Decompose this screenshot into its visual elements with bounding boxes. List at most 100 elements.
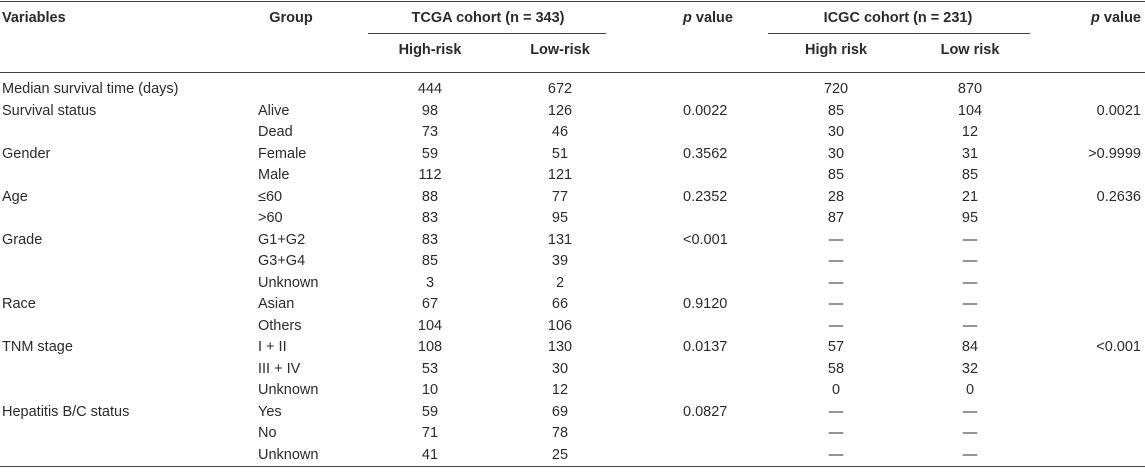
- p-rest: value: [1099, 10, 1141, 26]
- table-cell: G1+G2: [258, 231, 306, 248]
- table-cell: 83: [421, 210, 439, 226]
- table-cell: 3: [425, 274, 435, 291]
- header-rule: [0, 72, 1145, 73]
- table-cell: 720: [823, 81, 849, 97]
- table-cell: 10: [421, 382, 439, 398]
- table-cell: —: [962, 231, 978, 248]
- table-cell: 88: [421, 188, 439, 205]
- table-cell: 0: [965, 382, 975, 398]
- tcga-rule: [368, 33, 606, 34]
- table-cell: —: [828, 274, 844, 291]
- table-cell: —: [962, 296, 978, 312]
- table-cell: <0.001: [683, 231, 728, 248]
- table-cell: 2: [555, 274, 565, 291]
- table-cell: 46: [551, 124, 569, 140]
- header-cell: Low-risk: [530, 42, 590, 58]
- icgc-rule: [768, 33, 1030, 34]
- table-cell: III + IV: [258, 360, 301, 377]
- table-cell: Yes: [258, 403, 282, 420]
- p-italic: p: [1091, 10, 1100, 26]
- table-cell: 0.0022: [683, 102, 728, 119]
- table-cell: Median survival time (days): [2, 81, 179, 97]
- table-cell: 30: [551, 360, 569, 377]
- table-cell: 121: [547, 167, 573, 183]
- table-cell: —: [962, 446, 978, 463]
- table-cell: 0.0021: [1096, 102, 1141, 119]
- table-cell: 51: [551, 145, 569, 162]
- table-cell: 78: [551, 425, 569, 441]
- table-cell: 53: [421, 360, 439, 377]
- table-cell: 0.2352: [683, 188, 728, 205]
- table-cell: Race: [2, 296, 36, 312]
- table-cell: —: [962, 253, 978, 269]
- p-value-header: p value: [683, 9, 733, 27]
- table-cell: Asian: [258, 296, 295, 312]
- table-cell: 0.0827: [683, 403, 728, 420]
- table-cell: Grade: [2, 231, 43, 248]
- header-cell: High-risk: [398, 42, 462, 58]
- table-cell: 57: [827, 339, 845, 355]
- table-cell: Female: [258, 145, 307, 162]
- table-cell: 30: [827, 145, 845, 162]
- table-cell: Hepatitis B/C status: [2, 403, 130, 420]
- table-cell: >0.9999: [1088, 145, 1141, 162]
- table-cell: 870: [957, 81, 983, 97]
- table-cell: —: [828, 403, 844, 420]
- table-cell: 83: [421, 231, 439, 248]
- table-cell: 71: [421, 425, 439, 441]
- table-cell: Dead: [258, 124, 293, 140]
- table-cell: 31: [961, 145, 979, 162]
- table-cell: 77: [551, 188, 569, 205]
- table-cell: 0: [831, 382, 841, 398]
- table-cell: ≤60: [258, 188, 283, 205]
- header-cell: Low risk: [940, 42, 1000, 58]
- table-cell: —: [828, 317, 844, 334]
- table-cell: 104: [957, 102, 983, 119]
- table-cell: <0.001: [1096, 339, 1141, 355]
- table-cell: 66: [551, 296, 569, 312]
- table-cell: —: [828, 446, 844, 463]
- table-cell: Male: [258, 167, 290, 183]
- table-cell: 0.0137: [683, 339, 728, 355]
- table-cell: >60: [258, 210, 283, 226]
- table-cell: 131: [547, 231, 573, 248]
- p-rest: value: [691, 10, 733, 26]
- table-cell: TNM stage: [2, 339, 73, 355]
- header-cell: High risk: [804, 42, 868, 58]
- table-cell: 672: [547, 81, 573, 97]
- table-cell: 21: [961, 188, 979, 205]
- table-cell: 25: [551, 446, 569, 463]
- table-cell: Unknown: [258, 274, 319, 291]
- table-cell: —: [962, 425, 978, 441]
- table-cell: 126: [547, 102, 573, 119]
- table-cell: Age: [2, 188, 28, 205]
- table-cell: 0.2636: [1096, 188, 1141, 205]
- table-cell: 30: [827, 124, 845, 140]
- table-cell: Others: [258, 317, 302, 334]
- table-cell: 41: [421, 446, 439, 463]
- table-cell: 106: [547, 317, 573, 334]
- table-cell: —: [828, 296, 844, 312]
- table-cell: —: [828, 253, 844, 269]
- table-cell: 95: [961, 210, 979, 226]
- table-cell: 444: [417, 81, 443, 97]
- table-cell: 85: [961, 167, 979, 183]
- table-cell: G3+G4: [258, 253, 306, 269]
- table-cell: 84: [961, 339, 979, 355]
- top-rule: [0, 1, 1145, 2]
- table-cell: 85: [827, 102, 845, 119]
- table-cell: Survival status: [2, 102, 97, 119]
- table-cell: 112: [418, 167, 442, 183]
- header-cell: ICGC cohort (n = 231): [823, 10, 973, 26]
- table-cell: Unknown: [258, 446, 319, 463]
- header-cell: TCGA cohort (n = 343): [411, 10, 565, 26]
- table-cell: Alive: [258, 102, 290, 119]
- table-cell: —: [962, 274, 978, 291]
- p-value-header: p value: [1091, 9, 1141, 27]
- table-cell: 12: [961, 124, 979, 140]
- table-cell: —: [962, 403, 978, 420]
- bottom-rule: [0, 466, 1145, 467]
- table-cell: 59: [421, 145, 439, 162]
- table-cell: 39: [551, 253, 569, 269]
- table-cell: 28: [827, 188, 845, 205]
